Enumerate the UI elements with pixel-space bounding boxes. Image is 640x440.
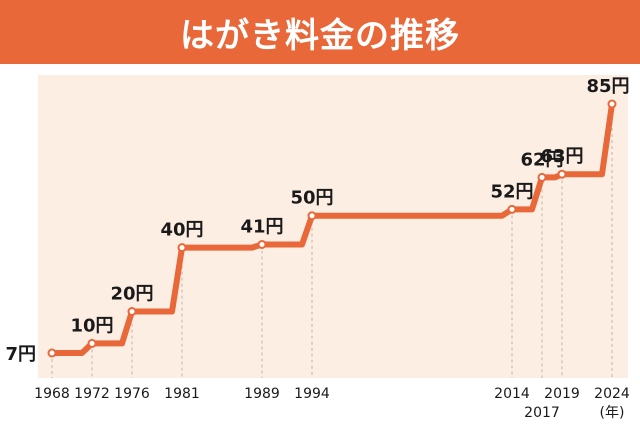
data-label-1994: 50円 — [290, 188, 333, 209]
chart-title: はがき料金の推移 — [0, 0, 640, 64]
x-tick-2019: 2019 — [544, 386, 580, 402]
data-label-2017: 62円 — [520, 149, 563, 170]
data-point-1976 — [127, 307, 137, 316]
x-tick-1972: 1972 — [74, 386, 110, 402]
x-tick-2014: 2014 — [494, 386, 530, 402]
data-point-1981 — [177, 243, 187, 253]
x-tick-2017: 2017 — [524, 405, 560, 421]
data-point-2019 — [557, 169, 567, 179]
series-line — [49, 101, 615, 356]
data-label-1972: 10円 — [70, 315, 113, 336]
x-tick-1989: 1989 — [244, 386, 280, 402]
data-point-2024 — [607, 99, 617, 109]
data-point-1989 — [257, 239, 267, 249]
data-point-1968 — [47, 348, 57, 358]
x-tick-1976: 1976 — [114, 386, 150, 402]
guide-lines — [51, 104, 613, 378]
data-label-1989: 41円 — [240, 216, 283, 237]
x-tick-1968: 1968 — [34, 386, 70, 402]
data-point-1994 — [307, 211, 317, 221]
data-label-2024: 85円 — [586, 76, 629, 97]
data-label-2014: 52円 — [490, 181, 533, 202]
x-tick-1981: 1981 — [164, 386, 200, 402]
data-label-1968: 7円 — [5, 344, 36, 365]
x-axis-unit-label: (年) — [600, 405, 625, 421]
data-markers — [47, 99, 617, 358]
x-tick-2024: 2024 — [594, 386, 630, 402]
x-axis-ticks: 1968 1972 1976 1981 1989 1994 2014 2017 2019 2024 — [34, 386, 630, 421]
data-point-1972 — [87, 338, 97, 348]
data-label-2019: 63円 — [540, 146, 583, 167]
data-point-2014 — [507, 204, 517, 214]
data-label-1976: 20円 — [110, 284, 153, 305]
data-point-2017 — [537, 172, 547, 182]
data-label-1981: 40円 — [160, 220, 203, 241]
x-tick-1994: 1994 — [294, 386, 330, 402]
plot-background — [38, 75, 628, 378]
